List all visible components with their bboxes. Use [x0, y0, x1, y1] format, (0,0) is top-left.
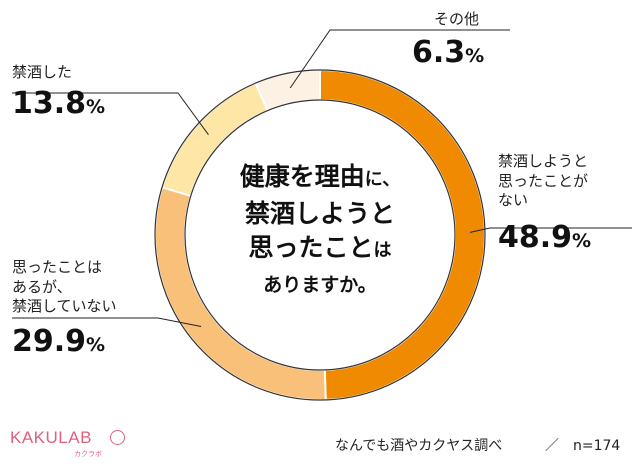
- donut-inner-ring: [184, 99, 456, 371]
- value-quit: 13.8: [12, 85, 87, 121]
- label-quit: 禁酒した 13.8%: [12, 63, 106, 121]
- value-never-thought: 48.9: [498, 219, 573, 255]
- label-never-thought: 禁酒しようと 思ったことが ない 48.9%: [498, 152, 592, 255]
- leader-line-other: [289, 29, 510, 89]
- brand-smile-icon: [110, 430, 125, 445]
- value-other: 6.3: [412, 34, 466, 70]
- leader-line-quit: [12, 92, 209, 136]
- leader-line-thought-not-quit: [12, 317, 202, 327]
- chart-title: 健康を理由に、 禁酒しようと 思ったことは ありますか。: [239, 162, 401, 296]
- donut-outer-ring: [154, 69, 486, 401]
- sample-size: ／ n=174: [545, 438, 621, 454]
- source-note: なんでも酒やカクヤス調べ: [335, 438, 503, 454]
- leader-line-never-thought: [469, 227, 632, 233]
- label-thought-not-quit: 思ったことは あるが、 禁酒していない 29.9%: [12, 258, 117, 359]
- slice-other: [254, 68, 321, 112]
- label-other: その他 6.3%: [412, 10, 485, 70]
- brand-logo: KAKULAB: [10, 428, 92, 447]
- brand-sub: カクラボ: [74, 450, 102, 458]
- value-thought-not-quit: 29.9: [12, 323, 87, 359]
